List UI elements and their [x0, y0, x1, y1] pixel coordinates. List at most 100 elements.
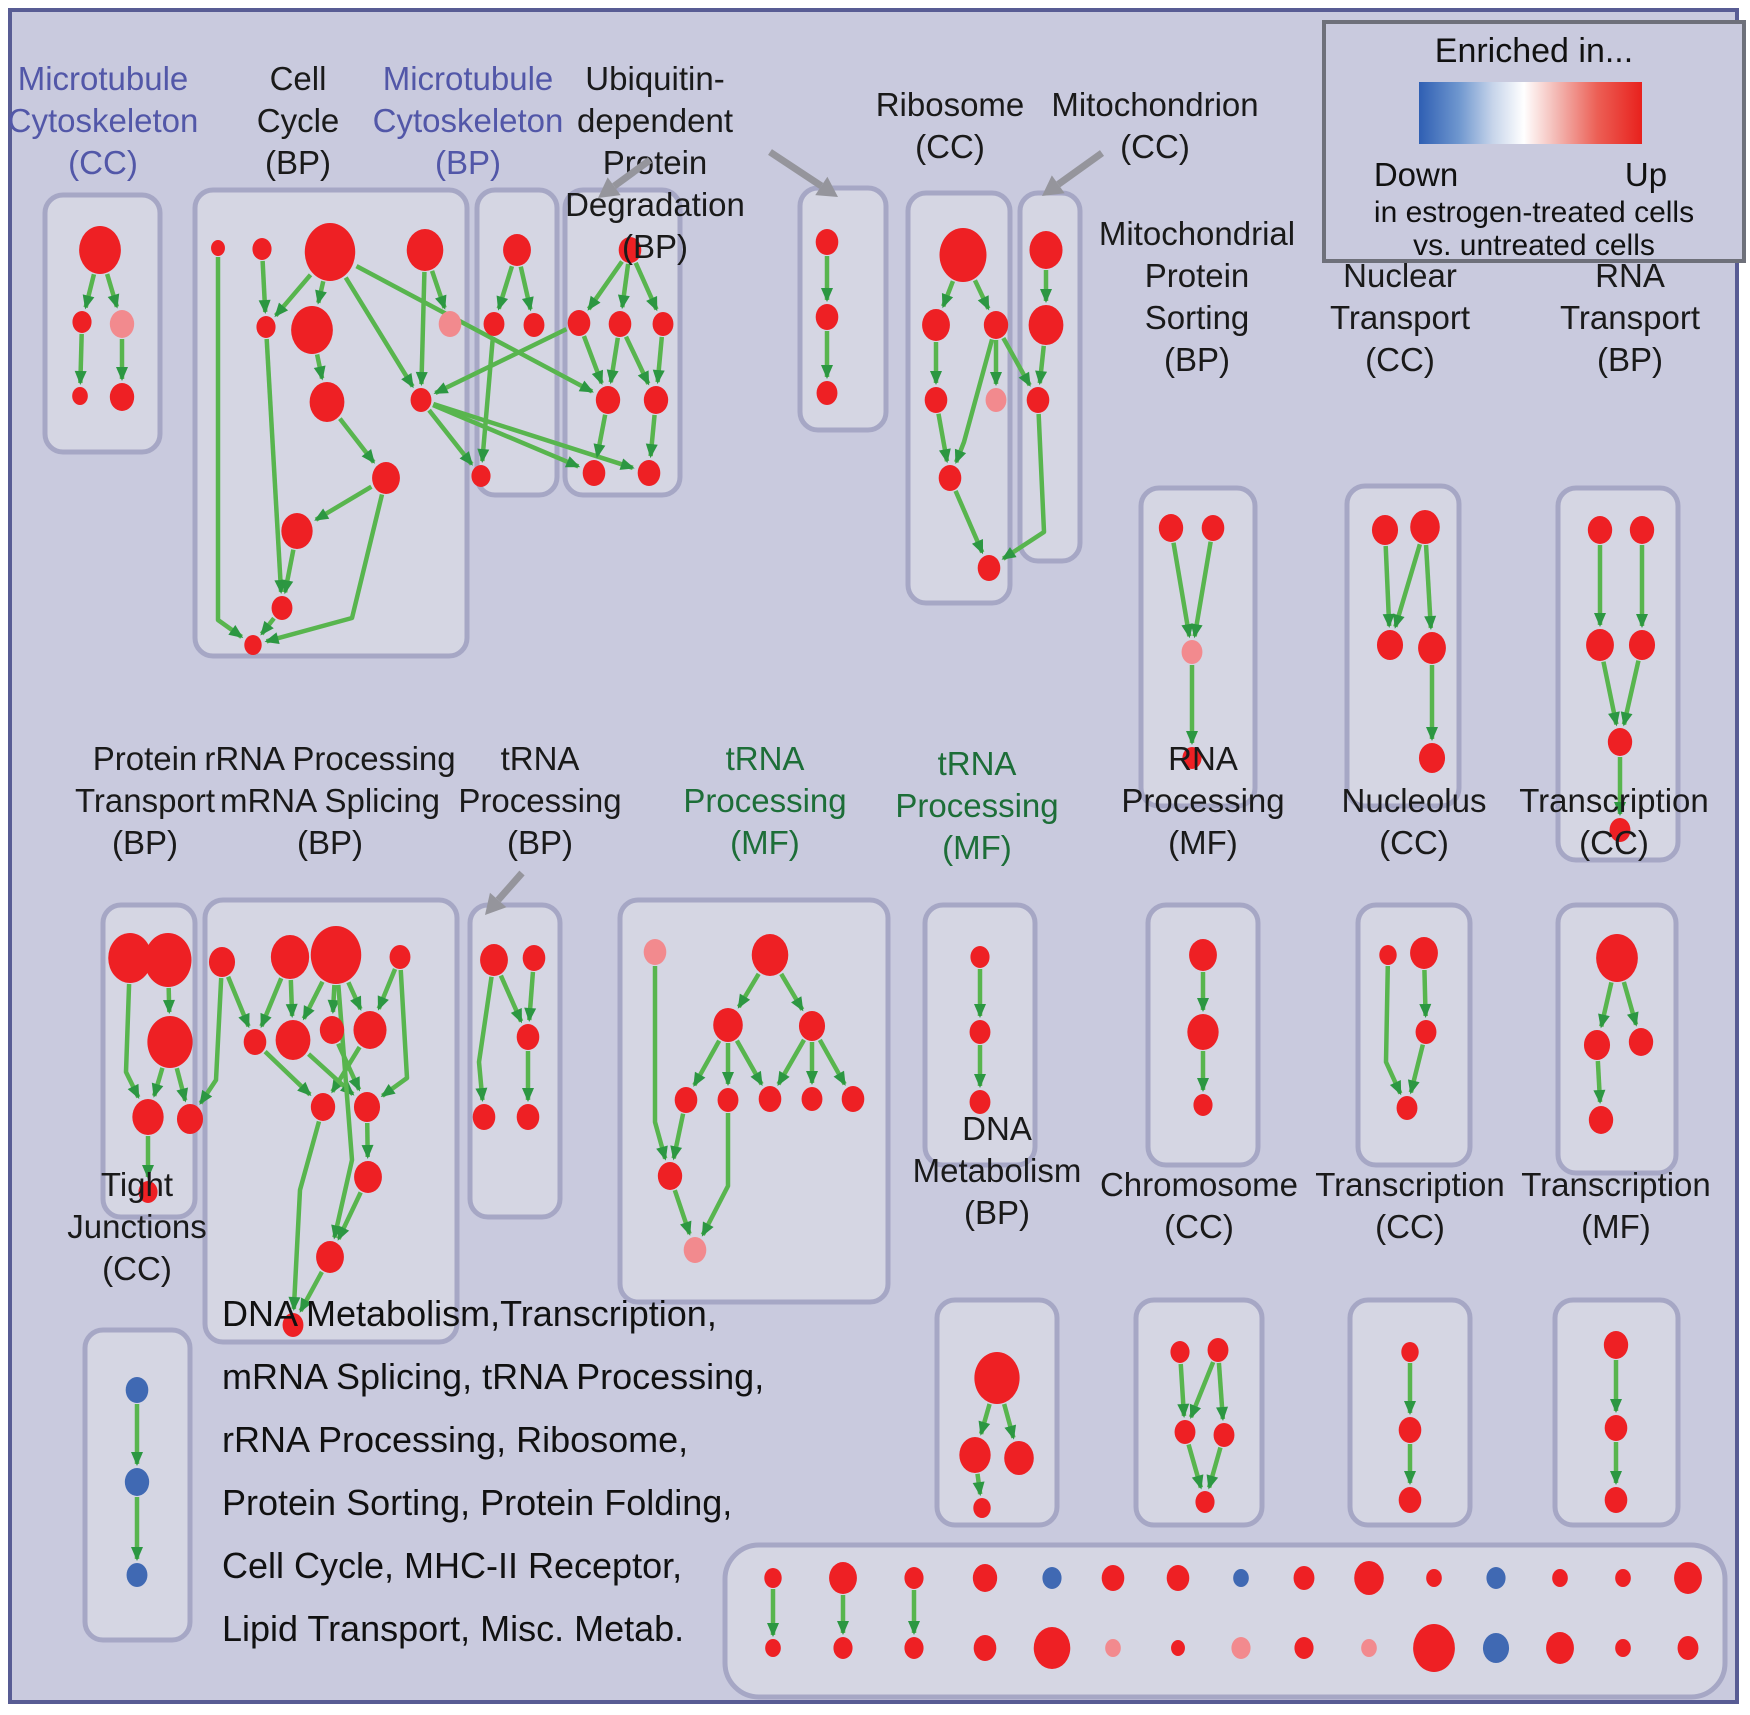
go-term-node-e3[interactable]: [816, 381, 838, 405]
go-term-node-n4[interactable]: [798, 1011, 826, 1041]
go-term-node-n6[interactable]: [717, 1088, 739, 1112]
go-term-node-b3[interactable]: [304, 223, 356, 281]
go-term-node-m1[interactable]: [480, 944, 508, 976]
go-term-node-u3[interactable]: [1398, 1487, 1422, 1513]
go-term-node-g1[interactable]: [1029, 231, 1063, 269]
go-term-node-r4[interactable]: [1588, 1106, 1614, 1134]
go-term-node-q3[interactable]: [1415, 1020, 1437, 1044]
go-term-node-wt8[interactable]: [1233, 1569, 1249, 1587]
go-term-node-d4[interactable]: [652, 312, 674, 336]
go-term-node-a3[interactable]: [109, 310, 135, 338]
go-term-node-l2[interactable]: [270, 935, 310, 979]
go-term-node-b8[interactable]: [309, 382, 345, 422]
go-term-node-d8[interactable]: [637, 460, 661, 486]
go-term-node-k3[interactable]: [147, 1016, 193, 1068]
go-term-node-j5[interactable]: [1607, 728, 1633, 756]
go-term-node-k6[interactable]: [138, 1181, 158, 1203]
go-term-node-b11[interactable]: [281, 513, 313, 549]
go-term-node-d1[interactable]: [618, 237, 642, 263]
go-term-node-f6[interactable]: [938, 465, 962, 491]
go-term-node-b10[interactable]: [372, 462, 400, 494]
go-term-node-d3[interactable]: [608, 311, 632, 337]
go-term-node-wb15[interactable]: [1677, 1636, 1699, 1660]
go-term-node-r3[interactable]: [1628, 1028, 1654, 1056]
go-term-node-f7[interactable]: [977, 555, 1001, 581]
go-term-node-m4[interactable]: [472, 1104, 496, 1130]
go-term-node-l9[interactable]: [310, 1093, 336, 1121]
go-term-node-l6[interactable]: [275, 1020, 311, 1060]
go-term-node-t3[interactable]: [1174, 1420, 1196, 1444]
go-term-node-g2[interactable]: [1028, 305, 1064, 345]
go-term-node-b1[interactable]: [211, 240, 225, 256]
go-term-node-l3[interactable]: [310, 926, 362, 984]
go-term-node-l12[interactable]: [316, 1241, 344, 1273]
go-term-node-wb9[interactable]: [1294, 1637, 1314, 1659]
go-term-node-j2[interactable]: [1629, 516, 1655, 544]
go-term-node-wb13[interactable]: [1546, 1632, 1574, 1664]
go-term-node-w1[interactable]: [125, 1377, 149, 1403]
go-term-node-l1[interactable]: [208, 947, 236, 977]
go-term-node-wt14[interactable]: [1615, 1569, 1631, 1587]
go-term-node-o1[interactable]: [970, 946, 990, 968]
go-term-node-b9[interactable]: [410, 388, 432, 412]
go-term-node-c4[interactable]: [471, 465, 491, 487]
go-term-node-l10[interactable]: [353, 1092, 381, 1122]
go-term-node-v2[interactable]: [1604, 1415, 1628, 1441]
go-term-node-wt5[interactable]: [1042, 1567, 1062, 1589]
go-term-node-p2[interactable]: [1187, 1014, 1219, 1050]
go-term-node-wb1[interactable]: [765, 1639, 781, 1657]
go-term-node-h1[interactable]: [1158, 514, 1184, 542]
go-term-node-m5[interactable]: [516, 1104, 540, 1130]
go-term-node-wb8[interactable]: [1231, 1637, 1251, 1659]
go-term-node-wb12[interactable]: [1482, 1633, 1510, 1663]
go-term-node-t2[interactable]: [1207, 1338, 1229, 1362]
go-term-node-h3[interactable]: [1181, 640, 1203, 664]
go-term-node-p3[interactable]: [1193, 1094, 1213, 1116]
go-term-node-q4[interactable]: [1396, 1096, 1418, 1120]
go-term-node-n1[interactable]: [643, 939, 667, 965]
go-term-node-g3[interactable]: [1026, 387, 1050, 413]
go-term-node-j1[interactable]: [1587, 516, 1613, 544]
go-term-node-h4[interactable]: [1182, 747, 1202, 769]
go-term-node-j3[interactable]: [1586, 629, 1614, 661]
go-term-node-wb3[interactable]: [904, 1637, 924, 1659]
go-term-node-c3[interactable]: [523, 313, 545, 337]
go-term-node-i4[interactable]: [1418, 632, 1446, 664]
go-term-node-w3[interactable]: [126, 1563, 148, 1587]
go-term-node-a1[interactable]: [79, 226, 121, 274]
go-term-node-c1[interactable]: [503, 234, 531, 266]
go-term-node-v1[interactable]: [1603, 1331, 1629, 1359]
go-term-node-l5[interactable]: [243, 1029, 267, 1055]
go-term-node-f5[interactable]: [985, 388, 1007, 412]
go-term-node-b12[interactable]: [271, 596, 293, 620]
go-term-node-q2[interactable]: [1410, 937, 1438, 969]
go-term-node-l8[interactable]: [353, 1011, 387, 1049]
go-term-node-wt13[interactable]: [1552, 1569, 1568, 1587]
go-term-node-f2[interactable]: [922, 309, 950, 341]
go-term-node-u2[interactable]: [1398, 1417, 1422, 1443]
go-term-node-b6[interactable]: [291, 306, 333, 354]
go-term-node-o2[interactable]: [969, 1020, 991, 1044]
go-term-node-d2[interactable]: [567, 310, 591, 336]
go-term-node-b2[interactable]: [252, 238, 272, 260]
go-term-node-r1[interactable]: [1596, 934, 1638, 982]
go-term-node-l13[interactable]: [282, 1313, 304, 1337]
go-term-node-r2[interactable]: [1583, 1030, 1611, 1060]
go-term-node-n5[interactable]: [674, 1087, 698, 1113]
go-term-node-wb11[interactable]: [1413, 1624, 1455, 1672]
go-term-node-i3[interactable]: [1376, 630, 1404, 660]
go-term-node-wb4[interactable]: [973, 1635, 997, 1661]
go-term-node-wt6[interactable]: [1101, 1565, 1125, 1591]
go-term-node-i5[interactable]: [1418, 743, 1446, 773]
go-term-node-t5[interactable]: [1195, 1491, 1215, 1513]
go-term-node-k4[interactable]: [132, 1099, 164, 1135]
go-term-node-t4[interactable]: [1213, 1423, 1235, 1447]
go-term-node-n2[interactable]: [751, 934, 789, 976]
go-term-node-b5[interactable]: [256, 316, 276, 338]
go-term-node-k1[interactable]: [108, 933, 152, 983]
go-term-node-k5[interactable]: [176, 1104, 204, 1134]
go-term-node-wt2[interactable]: [829, 1562, 857, 1594]
go-term-node-wb7[interactable]: [1171, 1640, 1185, 1656]
go-term-node-a4[interactable]: [72, 387, 88, 405]
go-term-node-f4[interactable]: [924, 387, 948, 413]
